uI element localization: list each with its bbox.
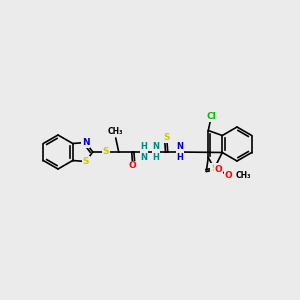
- Text: O: O: [214, 165, 222, 174]
- Text: S: S: [103, 148, 109, 157]
- Text: S: S: [211, 164, 217, 173]
- Text: S: S: [164, 134, 170, 142]
- Text: N: N: [82, 138, 89, 147]
- Text: O: O: [224, 171, 232, 180]
- Text: Cl: Cl: [206, 112, 216, 121]
- Text: S: S: [82, 157, 89, 166]
- Text: CH₃: CH₃: [108, 127, 124, 136]
- Text: N
H: N H: [176, 142, 183, 162]
- Text: N
H: N H: [152, 142, 159, 162]
- Text: H
N: H N: [140, 142, 147, 162]
- Text: CH₃: CH₃: [235, 171, 251, 180]
- Text: O: O: [129, 161, 136, 170]
